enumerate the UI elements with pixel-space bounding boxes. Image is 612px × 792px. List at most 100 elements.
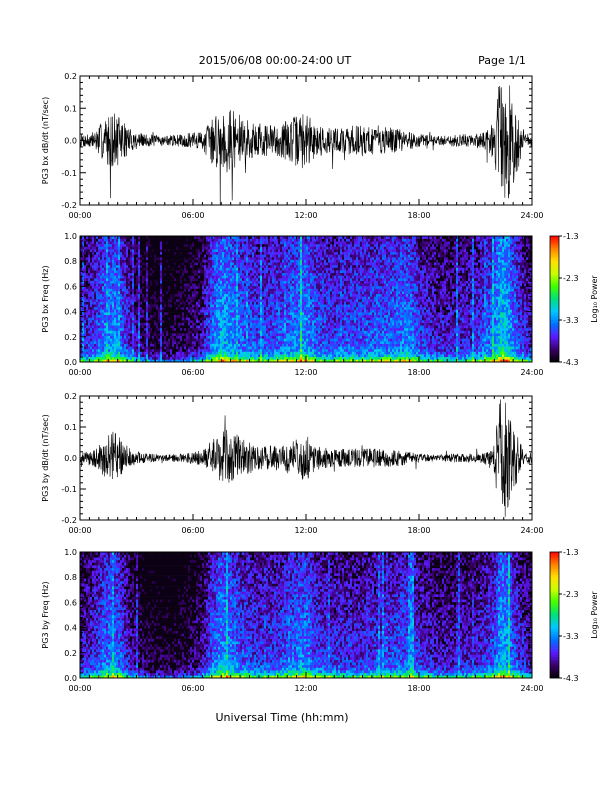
x-tick-label: 12:00	[294, 368, 317, 377]
colorbar-swatch	[550, 358, 559, 360]
y-tick-label: 1.0	[64, 548, 77, 557]
colorbar-swatch	[550, 272, 559, 274]
x-tick-label: 24:00	[520, 211, 543, 220]
colorbar-swatch	[550, 602, 559, 604]
colorbar-swatch	[550, 588, 559, 590]
colorbar-swatch	[550, 598, 559, 600]
x-tick-label: 06:00	[181, 211, 204, 220]
colorbar-swatch	[550, 251, 559, 253]
timeseries-panel: 00:00 06:00 12:00 18:00 24:000.20.10.0-0.1-0…	[41, 392, 544, 535]
y-tick-label: -0.2	[61, 516, 77, 525]
x-tick-label: 24:00	[520, 526, 543, 535]
colorbar-swatch	[550, 596, 559, 598]
y-tick-label: 0.2	[64, 333, 77, 342]
x-tick-label: 06:00	[181, 684, 204, 693]
colorbar-swatch	[550, 623, 559, 625]
colorbar-swatch	[550, 289, 559, 291]
colorbar-swatch	[550, 579, 559, 581]
y-tick-label: 0.2	[64, 392, 77, 401]
colorbar-swatch	[550, 615, 559, 617]
colorbar-swatch	[550, 661, 559, 663]
colorbar-swatch	[550, 600, 559, 602]
colorbar-swatch	[550, 297, 559, 299]
colorbar-swatch	[550, 565, 559, 567]
x-tick-label: 12:00	[294, 211, 317, 220]
colorbar-swatch	[550, 653, 559, 655]
x-tick-label: 18:00	[407, 211, 430, 220]
colorbar-swatch	[550, 584, 559, 586]
y-tick-label: 0.8	[64, 257, 77, 266]
colorbar-swatch	[550, 575, 559, 577]
panels: 00:00 06:00 12:00 18:00 24:00 0.2 0.1 0.0 -0.1 -0…	[41, 72, 599, 693]
colorbar-tick-label: -3.3	[563, 632, 579, 641]
y-tick-label: 0.2	[64, 649, 77, 658]
colorbar-swatch	[550, 316, 559, 318]
colorbar-swatch	[550, 581, 559, 583]
colorbar-swatch	[550, 238, 559, 240]
y-axis-label: PG3 by dB/dt (nT/sec)	[41, 414, 50, 501]
colorbar-tick-label: -3.3	[563, 316, 579, 325]
colorbar-swatch	[550, 632, 559, 634]
colorbar-swatch	[550, 326, 559, 328]
colorbar-swatch	[550, 310, 559, 312]
y-tick-label: 0.2	[64, 72, 77, 81]
x-tick-label: 12:00	[294, 684, 317, 693]
colorbar-swatch	[550, 558, 559, 560]
colorbar-swatch	[550, 249, 559, 251]
y-tick-label: 0.0	[64, 674, 77, 683]
colorbar-swatch	[550, 609, 559, 611]
colorbar-swatch	[550, 257, 559, 259]
x-tick-label: 00:00	[68, 368, 91, 377]
colorbar-swatch	[550, 636, 559, 638]
colorbar-swatch	[550, 554, 559, 556]
colorbar-swatch	[550, 354, 559, 356]
colorbar-tick-label: -1.3	[563, 232, 579, 241]
timeseries-panel: 00:00 06:00 12:00 18:00 24:000.20.10.0-0.1-0…	[41, 72, 544, 220]
colorbar-swatch	[550, 605, 559, 607]
colorbar-swatch	[550, 349, 559, 351]
x-tick-label: 00:00	[68, 684, 91, 693]
x-tick-label: 18:00	[407, 526, 430, 535]
colorbar-swatch	[550, 644, 559, 646]
colorbar-swatch	[550, 270, 559, 272]
series-line	[80, 85, 532, 207]
colorbar-swatch	[550, 293, 559, 295]
y-tick-label: -0.2	[61, 201, 77, 210]
colorbar-swatch	[550, 322, 559, 324]
colorbar-tick-label: -1.3	[563, 548, 579, 557]
x-axis-label: Universal Time (hh:mm)	[216, 711, 349, 724]
y-tick-label: -0.1	[61, 485, 77, 494]
y-tick-label: 0.1	[64, 423, 77, 432]
colorbar-swatch	[550, 261, 559, 263]
colorbar-swatch	[550, 282, 559, 284]
y-tick-label: 0.0	[64, 137, 77, 146]
y-tick-label: 0.6	[64, 598, 77, 607]
colorbar-swatch	[550, 607, 559, 609]
colorbar-swatch	[550, 244, 559, 246]
y-tick-label: 0.0	[64, 358, 77, 367]
colorbar-swatch	[550, 286, 559, 288]
colorbar-swatch	[550, 663, 559, 665]
colorbar-swatch	[550, 649, 559, 651]
colorbar-swatch	[550, 278, 559, 280]
colorbar-swatch	[550, 665, 559, 667]
colorbar-swatch	[550, 301, 559, 303]
figure: 2015/06/08 00:00-24:00 UT Page 1/1 00:00…	[0, 0, 612, 792]
colorbar-swatch	[550, 328, 559, 330]
y-tick-label: -0.1	[61, 169, 77, 178]
colorbar-swatch	[550, 335, 559, 337]
colorbar-swatch	[550, 274, 559, 276]
colorbar-swatch	[550, 295, 559, 297]
colorbar-tick-label: -2.3	[563, 274, 579, 283]
colorbar-swatch	[550, 567, 559, 569]
colorbar-swatch	[550, 341, 559, 343]
colorbar-swatch	[550, 630, 559, 632]
colorbar-label: Log₁₀ Power	[590, 591, 599, 639]
colorbar-swatch	[550, 573, 559, 575]
series-line	[80, 399, 532, 516]
colorbar-swatch	[550, 333, 559, 335]
colorbar-swatch	[550, 320, 559, 322]
x-tick-label: 06:00	[181, 368, 204, 377]
colorbar-label: Log₁₀ Power	[590, 275, 599, 323]
